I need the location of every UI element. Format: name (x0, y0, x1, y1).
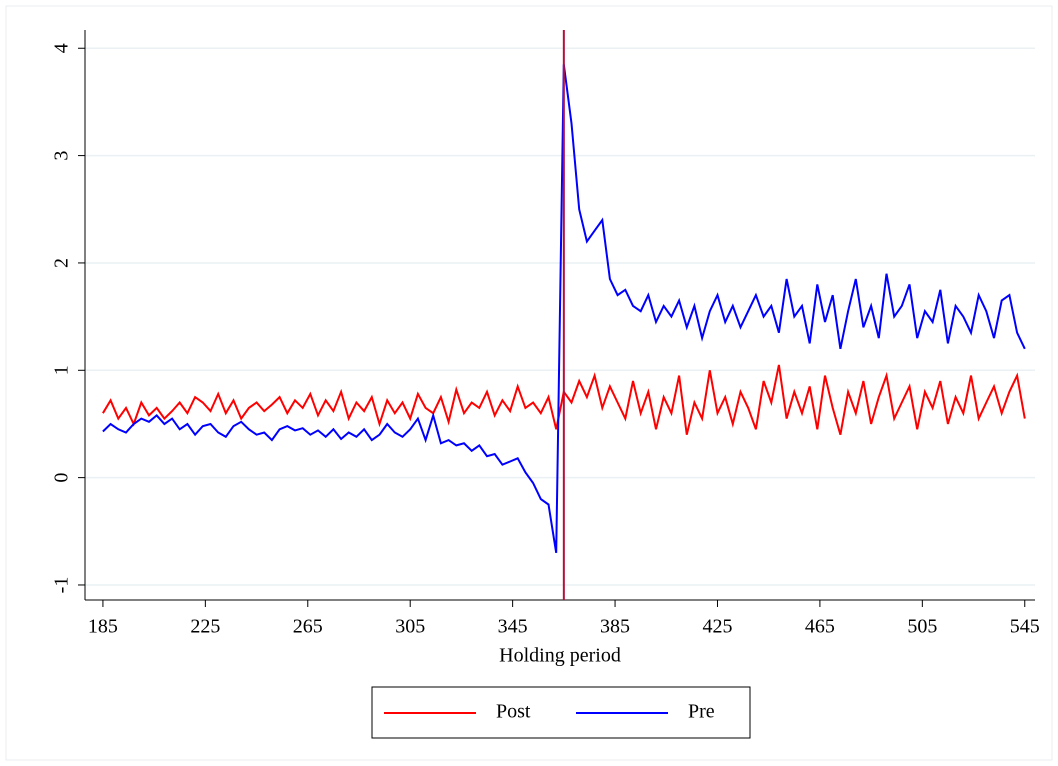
y-tick-label: 2 (51, 258, 73, 268)
x-tick-label: 345 (498, 616, 528, 638)
y-tick-label: 3 (51, 151, 73, 161)
legend-label: Pre (688, 701, 715, 723)
x-tick-label: 265 (293, 616, 323, 638)
x-tick-label: 425 (702, 616, 732, 638)
x-tick-label: 505 (907, 616, 937, 638)
y-tick-label: -1 (51, 577, 73, 594)
y-tick-label: 4 (51, 43, 73, 53)
x-tick-label: 185 (88, 616, 118, 638)
x-tick-label: 305 (395, 616, 425, 638)
x-tick-label: 545 (1010, 616, 1040, 638)
y-tick-label: 1 (51, 365, 73, 375)
legend-label: Post (496, 701, 531, 723)
y-tick-label: 0 (51, 473, 73, 483)
x-tick-label: 385 (600, 616, 630, 638)
x-tick-label: 225 (190, 616, 220, 638)
x-axis-label: Holding period (499, 645, 621, 667)
x-tick-label: 465 (805, 616, 835, 638)
graph-frame (5, 5, 1053, 761)
